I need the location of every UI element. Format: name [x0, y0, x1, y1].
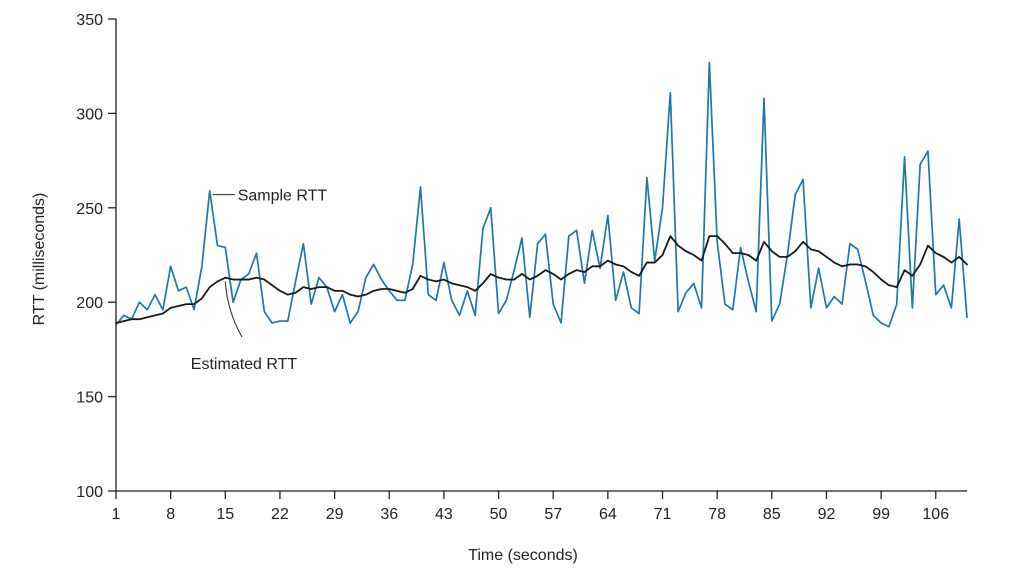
y-tick-label: 300 [76, 106, 103, 123]
annotations: Sample RTT Estimated RTT [191, 188, 328, 373]
estimated-rtt-annotation: Estimated RTT [191, 356, 298, 373]
x-tick-label: 8 [166, 506, 175, 523]
x-tick-label: 92 [818, 506, 836, 523]
x-tick-label: 106 [922, 506, 949, 523]
y-tick-label: 150 [76, 390, 103, 407]
y-tick-label: 200 [76, 295, 103, 312]
x-tick-label: 71 [654, 506, 672, 523]
x-tick-label: 99 [872, 506, 890, 523]
x-axis-label: Time (seconds) [468, 547, 578, 564]
x-tick-label: 22 [271, 506, 289, 523]
x-tick-label: 29 [326, 506, 344, 523]
x-tick-label: 57 [544, 506, 562, 523]
sample-rtt-annotation: Sample RTT [238, 188, 328, 205]
estimated-rtt-line [115, 235, 968, 324]
estimated-rtt-leader-line [224, 281, 243, 338]
x-tick-label: 36 [380, 506, 398, 523]
x-tick-label: 15 [216, 506, 234, 523]
x-tick-label: 50 [490, 506, 508, 523]
y-ticks: 100 150 200 250 300 350 [76, 12, 116, 501]
x-tick-label: 1 [112, 506, 121, 523]
y-tick-label: 250 [76, 201, 103, 218]
x-ticks: 1 8 15 22 29 36 43 50 57 64 71 78 85 92 99 106 [112, 491, 949, 523]
axes: 100 150 200 250 300 350 1 8 15 22 29 36 43 50 57 64 71 7… [76, 12, 967, 523]
x-tick-label: 85 [763, 506, 781, 523]
x-tick-label: 78 [708, 506, 726, 523]
sample-rtt-line [115, 61, 968, 328]
plot-area [115, 61, 968, 328]
x-tick-label: 43 [435, 506, 453, 523]
y-tick-label: 100 [76, 484, 103, 501]
x-tick-label: 64 [599, 506, 617, 523]
y-tick-label: 350 [76, 12, 103, 29]
y-axis-label: RTT (milliseconds) [31, 193, 48, 326]
